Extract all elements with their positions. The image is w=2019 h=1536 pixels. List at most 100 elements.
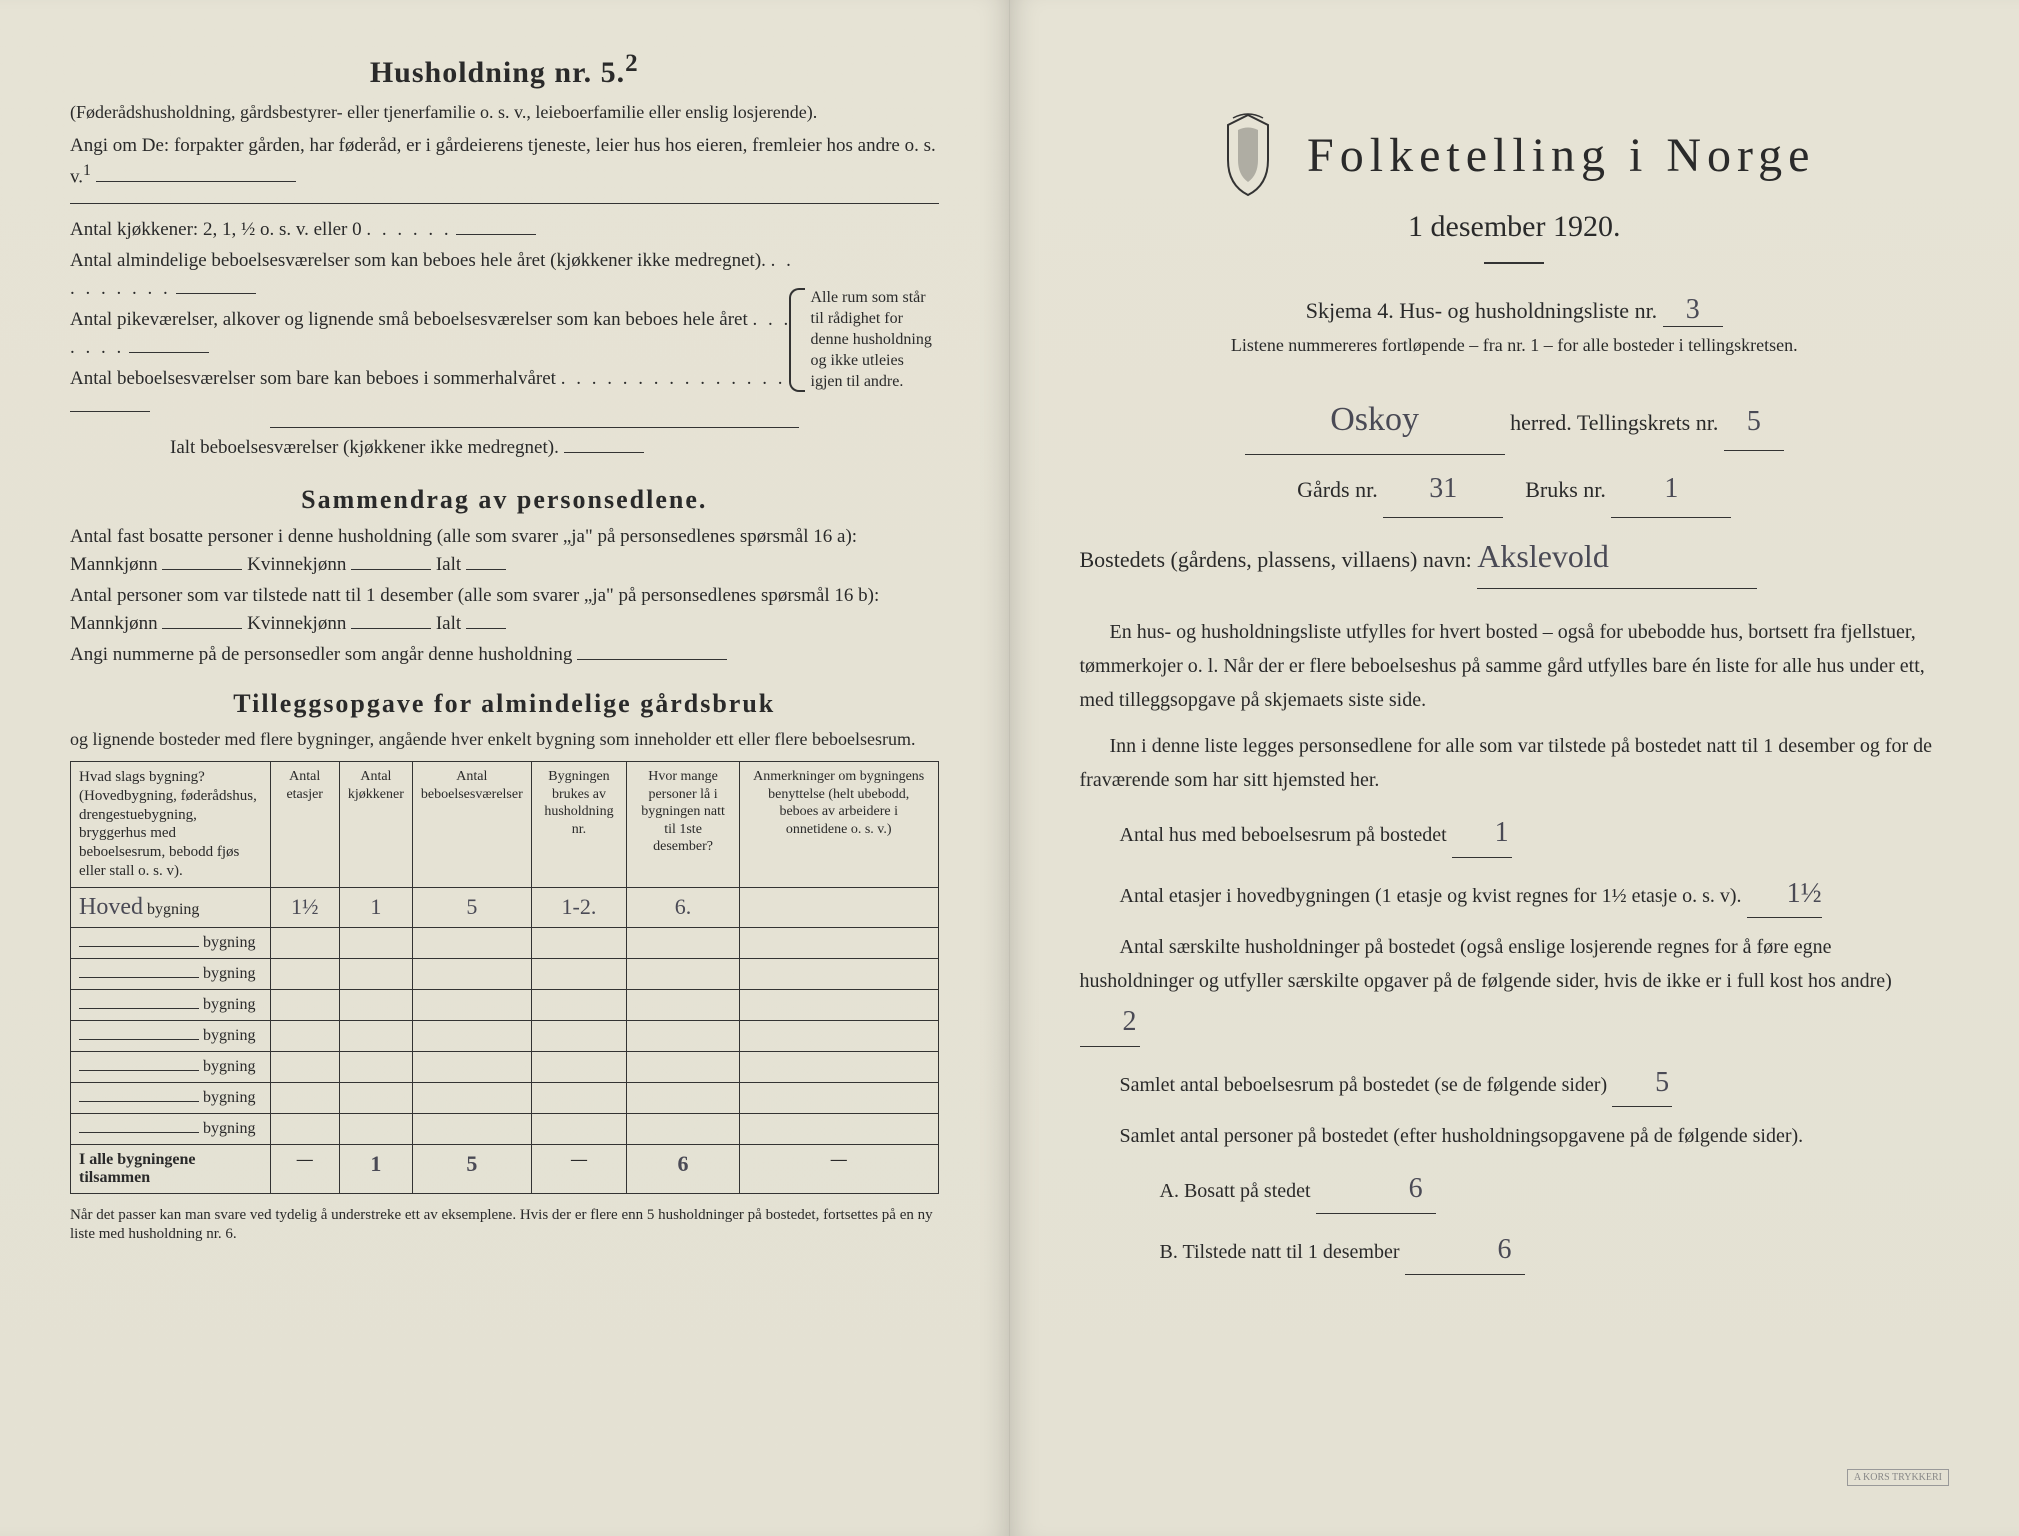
tc3: 5 (466, 1151, 477, 1177)
kvinne1-blank (351, 569, 431, 570)
table-row: Hoved bygning 1½ 1 5 1-2. 6. (71, 887, 939, 927)
table-body: Hoved bygning 1½ 1 5 1-2. 6. bygning byg… (71, 887, 939, 1193)
rooms2-label: Antal pikeværelser, alkover og lignende … (70, 309, 748, 330)
qB-line: B. Tilstede natt til 1 desember 6 (1080, 1226, 1950, 1275)
rooms-block: Antal kjøkkener: 2, 1, ½ o. s. v. eller … (70, 216, 939, 465)
th-5: Hvor mange personer lå i bygningen natt … (627, 762, 740, 888)
r1c2: 1 (370, 894, 381, 920)
schema-nr: 3 (1663, 294, 1723, 327)
table-row: bygning (71, 1113, 939, 1144)
left-page: Husholdning nr. 5.2 (Føderådshusholdning… (0, 0, 1010, 1536)
schema-label: Skjema 4. Hus- og husholdningsliste nr. (1306, 298, 1657, 323)
para1: En hus- og husholdningsliste utfylles fo… (1080, 615, 1950, 717)
rooms1-blank (176, 293, 256, 294)
summary1-text: Antal fast bosatte personer i denne hush… (70, 526, 857, 575)
qA-val: 6 (1316, 1165, 1436, 1214)
q1-val: 1 (1452, 809, 1512, 858)
bosted-hw: Akslevold (1477, 524, 1757, 589)
bruks-nr: 1 (1611, 461, 1731, 518)
th-0: Hvad slags bygning? (Hovedbygning, føder… (71, 762, 271, 888)
summary-title: Sammendrag av personsedlene. (70, 485, 939, 515)
q4-line: Samlet antal beboelsesrum på bostedet (s… (1080, 1059, 1950, 1108)
q2-val: 1½ (1747, 870, 1822, 919)
summary2-line: Antal personer som var tilstede natt til… (70, 582, 939, 637)
tc2: 1 (370, 1151, 381, 1177)
bosted-label: Bostedets (gårdens, plassens, villaens) … (1080, 547, 1472, 572)
kitchens-label: Antal kjøkkener: 2, 1, ½ o. s. v. eller … (70, 219, 362, 240)
q4-val: 5 (1612, 1059, 1672, 1108)
gards-line: Gårds nr. 31 Bruks nr. 1 (1080, 461, 1950, 518)
qA-line: A. Bosatt på stedet 6 (1080, 1165, 1950, 1214)
qA-label: A. Bosatt på stedet (1160, 1180, 1311, 1202)
table-row: bygning (71, 989, 939, 1020)
rooms1-line: Antal almindelige beboelsesværelser som … (70, 247, 799, 302)
table-row: bygning (71, 958, 939, 989)
gards-nr: 31 (1383, 461, 1503, 518)
rooms-total-blank (564, 452, 644, 453)
row1-suffix: bygning (147, 901, 199, 918)
summary1-line: Antal fast bosatte personer i denne hush… (70, 523, 939, 578)
mann2-blank (162, 628, 242, 629)
rooms3-line: Antal beboelsesværelser som bare kan beb… (70, 365, 799, 420)
q1-label: Antal hus med beboelsesrum på bostedet (1120, 824, 1447, 846)
household-title-text: Husholdning nr. 5. (370, 56, 625, 89)
angi-num-blank (577, 659, 727, 660)
herred-line: Oskoy herred. Tellingskrets nr. 5 (1080, 386, 1950, 455)
table-total-row: I alle bygningene tilsammen — 1 5 — 6 — (71, 1144, 939, 1193)
angiom-blank (96, 181, 296, 182)
row1-hw: Hoved (79, 894, 143, 921)
kitchens-blank (456, 234, 536, 235)
crest-svg (1213, 110, 1283, 200)
herred-hw: Oskoy (1245, 386, 1505, 455)
rooms3-blank (70, 411, 150, 412)
summary2-text: Antal personer som var tilstede natt til… (70, 585, 879, 634)
q5-line: Samlet antal personer på bostedet (efter… (1080, 1119, 1950, 1153)
q4-label: Samlet antal beboelsesrum på bostedet (s… (1120, 1074, 1608, 1096)
tc5: 6 (678, 1151, 689, 1177)
instr: Listene nummereres fortløpende – fra nr.… (1080, 335, 1950, 356)
angiom-line: Angi om De: forpakter gården, har føderå… (70, 132, 939, 190)
table-header-row: Hvad slags bygning? (Hovedbygning, føder… (71, 762, 939, 888)
left-footnote: Når det passer kan man svare ved tydelig… (70, 1206, 939, 1245)
rooms2-line: Antal pikeværelser, alkover og lignende … (70, 306, 799, 361)
date: 1 desember 1920. (1080, 210, 1950, 244)
angiom-text: Angi om De: forpakter gården, har føderå… (70, 135, 936, 187)
right-page: Folketelling i Norge 1 desember 1920. Sk… (1010, 0, 2019, 1536)
qB-label: B. Tilstede natt til 1 desember (1160, 1241, 1400, 1263)
kvinne2-label: Kvinnekjønn (247, 613, 346, 634)
krets-nr: 5 (1724, 394, 1784, 451)
total-label: I alle bygningene tilsammen (71, 1144, 271, 1193)
mann1-blank (162, 569, 242, 570)
table-row: bygning (71, 1020, 939, 1051)
ialt1-label: Ialt (436, 554, 461, 575)
table-row: bygning (71, 1051, 939, 1082)
ialt2-label: Ialt (436, 613, 461, 634)
table-row: bygning (71, 1082, 939, 1113)
rooms1-label: Antal almindelige beboelsesværelser som … (70, 250, 766, 271)
tillegg-note: og lignende bosteder med flere bygninger… (70, 727, 939, 751)
ialt1-blank (466, 569, 506, 570)
household-title: Husholdning nr. 5.2 (70, 50, 939, 90)
th-1: Antal etasjer (270, 762, 339, 888)
r1c5: 6. (675, 894, 692, 920)
kvinne2-blank (351, 628, 431, 629)
para2: Inn i denne liste legges personsedlene f… (1080, 729, 1950, 797)
herred-label: herred. Tellingskrets nr. (1510, 410, 1718, 435)
q3-val: 2 (1080, 998, 1140, 1047)
r1c1: 1½ (291, 894, 319, 920)
q2-line: Antal etasjer i hovedbygningen (1 etasje… (1080, 870, 1950, 919)
angi-num-text: Angi nummerne på de personsedler som ang… (70, 644, 572, 665)
th-2: Antal kjøkkener (339, 762, 412, 888)
th-3: Antal beboelsesværelser (412, 762, 531, 888)
q2-label: Antal etasjer i hovedbygningen (1 etasje… (1120, 885, 1742, 907)
r1c3: 5 (466, 894, 477, 920)
rooms3-label: Antal beboelsesværelser som bare kan beb… (70, 368, 556, 389)
tc6: — (739, 1144, 938, 1193)
r1c4: 1-2. (562, 894, 597, 920)
gards-label: Gårds nr. (1297, 477, 1378, 502)
buildings-table: Hvad slags bygning? (Hovedbygning, føder… (70, 761, 939, 1194)
q1-line: Antal hus med beboelsesrum på bostedet 1 (1080, 809, 1950, 858)
schema-line: Skjema 4. Hus- og husholdningsliste nr. … (1080, 294, 1950, 327)
bruks-label: Bruks nr. (1525, 477, 1606, 502)
main-title: Folketelling i Norge (1307, 128, 1815, 183)
